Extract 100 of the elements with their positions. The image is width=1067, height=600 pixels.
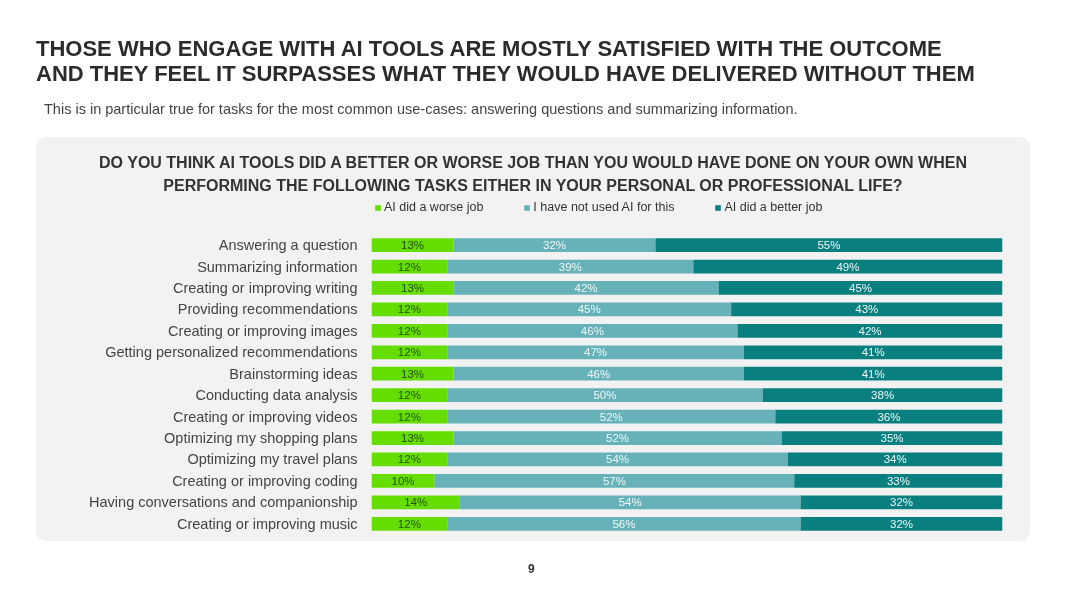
data-label: 13% [401, 281, 425, 294]
bar [800, 516, 1003, 531]
bar [371, 323, 448, 338]
bar [371, 431, 454, 445]
chart-subtitle: This is in particular true for tasks for the most common use-cases: answering questions and summarizing information. [44, 100, 798, 118]
bar [371, 366, 454, 381]
bar [794, 474, 1003, 488]
y-tick-label: Providing recommendations [177, 301, 358, 318]
bar [371, 388, 448, 403]
data-label: 57% [602, 474, 626, 487]
data-label: 13% [401, 239, 425, 252]
data-label: 38% [871, 389, 895, 402]
bar [447, 323, 738, 338]
bar [447, 516, 801, 531]
data-label: 43% [855, 303, 879, 316]
bar [447, 409, 776, 424]
legend-label: I have not used AI for this [533, 200, 675, 214]
y-tick-label: Getting personalized recommendations [105, 344, 358, 361]
data-label: 34% [883, 453, 907, 466]
data-label: 12% [397, 346, 421, 359]
bar [447, 345, 744, 360]
bar [371, 281, 454, 295]
y-tick-label: Optimizing my travel plans [187, 451, 358, 468]
y-tick-label: Creating or improving writing [172, 279, 358, 296]
bar [447, 388, 763, 403]
data-label: 55% [817, 239, 841, 252]
data-label: 12% [397, 517, 421, 530]
data-label: 13% [401, 367, 425, 380]
data-label: 45% [849, 281, 873, 294]
data-label: 12% [397, 410, 421, 423]
data-label: 46% [587, 367, 611, 380]
data-label: 41% [861, 346, 885, 359]
data-label: 14% [404, 496, 428, 509]
data-label: 50% [593, 389, 617, 402]
data-label: 45% [577, 303, 601, 316]
y-tick-label: Answering a question [218, 237, 358, 254]
bar [743, 366, 1003, 381]
data-label: 36% [877, 410, 901, 423]
bar [371, 345, 448, 360]
data-label: 41% [861, 367, 885, 380]
y-tick-label: Creating or improving videos [172, 408, 358, 425]
text: DO YOU THINK AI TOOLS DID A BETTER OR WORSE JOB THAN YOU WOULD HAVE DONE ON YOUR OWN WHEN PERFORMING THE FOLLOWING TASKS EITHER IN YOUR PERSONAL OR PROFESSIONAL LIFE? [99, 153, 967, 196]
data-label: 12% [397, 324, 421, 337]
bar [371, 495, 460, 510]
data-label: 54% [606, 453, 630, 466]
data-label: 12% [397, 260, 421, 273]
data-label: 10% [391, 474, 415, 487]
bar [718, 281, 1003, 295]
data-label: 13% [401, 432, 425, 445]
bar [447, 259, 694, 274]
bar [453, 366, 744, 381]
bar [743, 345, 1003, 360]
data-label: 32% [890, 517, 914, 530]
bar [453, 281, 719, 295]
data-label: 52% [606, 432, 630, 445]
data-label: 32% [542, 239, 567, 252]
y-tick-label: Creating or improving music [176, 515, 358, 532]
data-label: 35% [880, 432, 904, 445]
data-label: 54% [618, 496, 642, 509]
data-label: 12% [397, 303, 421, 316]
y-tick-label: Summarizing information [197, 258, 358, 275]
data-label: 47% [584, 346, 608, 359]
data-label: 33% [886, 474, 910, 487]
bar [781, 431, 1003, 445]
data-label: 12% [397, 389, 421, 402]
bar [787, 452, 1003, 467]
y-tick-label: Optimizing my shopping plans [164, 430, 358, 447]
bar [453, 238, 656, 252]
bar [371, 238, 454, 252]
data-label: 52% [599, 410, 623, 423]
data-label: 46% [580, 324, 604, 337]
bar [762, 388, 1003, 403]
y-tick-label: Conducting data analysis [195, 387, 358, 404]
bar [447, 302, 732, 317]
bar [434, 474, 795, 488]
bar [453, 431, 782, 445]
legend-label: AI did a worse job [384, 200, 484, 214]
bar [737, 323, 1003, 338]
data-label: 42% [574, 281, 598, 294]
data-label: 12% [397, 453, 421, 466]
data-label: 39% [558, 260, 582, 273]
y-tick-label: Creating or improving images [168, 322, 358, 339]
bar [655, 238, 1003, 252]
bar [371, 516, 448, 531]
data-label: 32% [890, 496, 914, 509]
bar [731, 302, 1003, 317]
y-tick-label: Having conversations and companionship [89, 494, 358, 511]
y-tick-label: Brainstorming ideas [229, 365, 358, 382]
chart-title: THOSE WHO ENGAGE WITH AI TOOLS ARE MOSTLY SATISFIED WITH THE OUTCOME AND THEY FEEL IT SURPASSES WHAT THEY WOULD HAVE DELIVERED WITHOUT THEM [36, 36, 975, 86]
data-label: 42% [858, 324, 882, 337]
bar [775, 409, 1003, 424]
text: 9 [528, 561, 535, 578]
y-tick-label: Creating or improving coding [172, 472, 358, 489]
bar [459, 495, 801, 510]
bar [447, 452, 788, 467]
bar [800, 495, 1003, 510]
legend-label: AI did a better job [724, 200, 823, 214]
bar [693, 259, 1003, 274]
data-label: 49% [836, 260, 860, 273]
data-label: 56% [612, 517, 636, 530]
